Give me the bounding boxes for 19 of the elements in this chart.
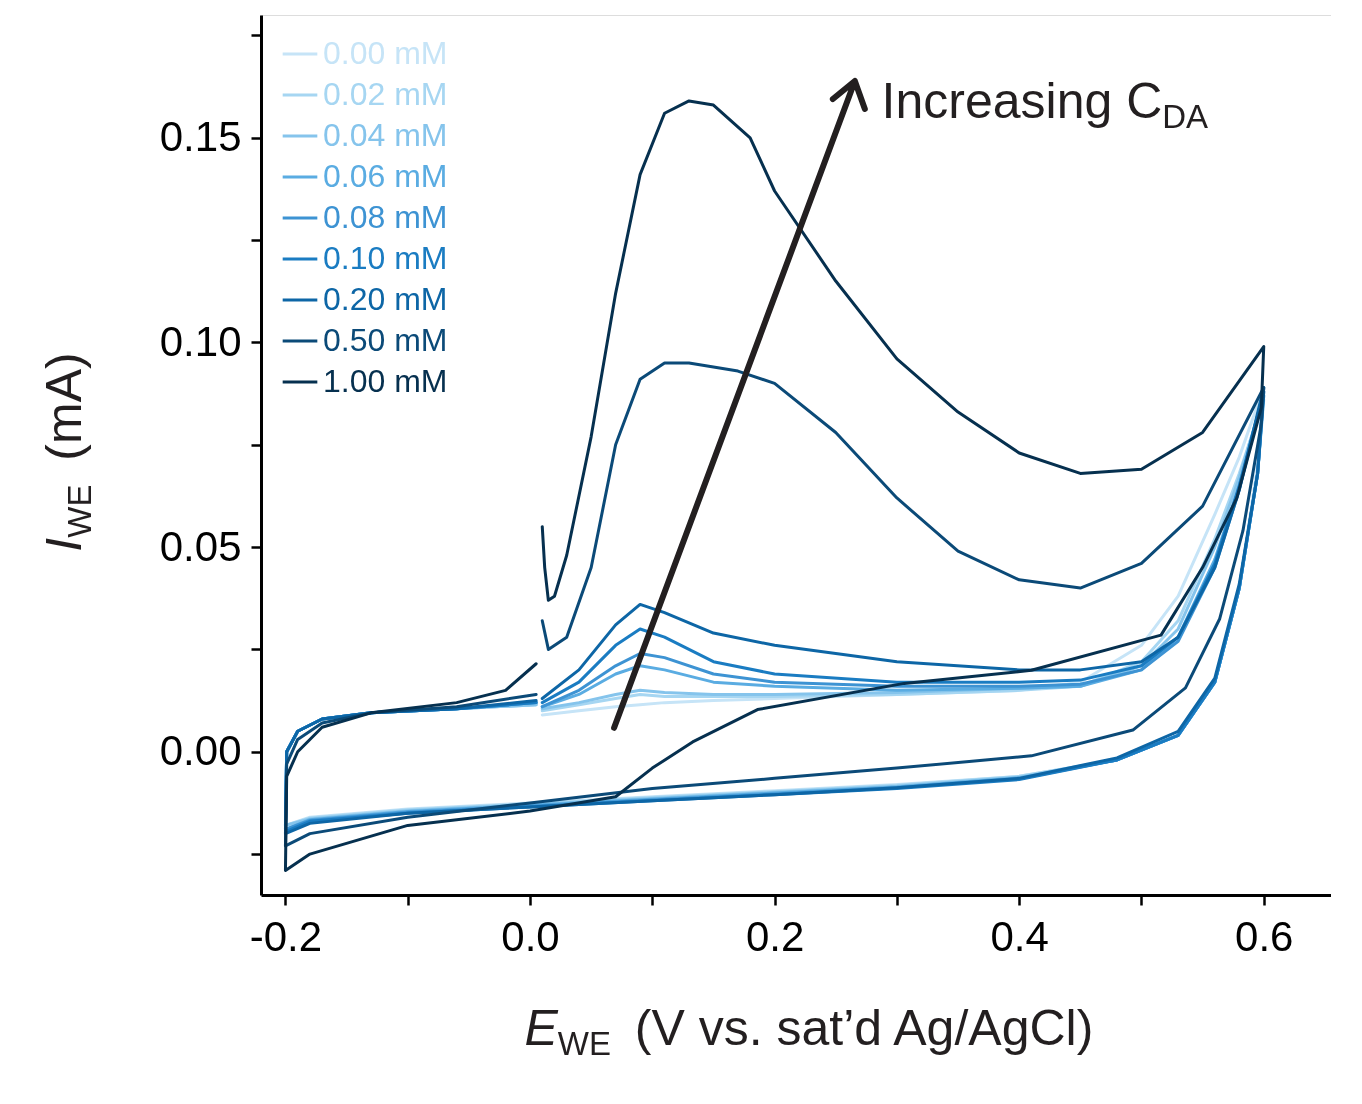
legend-label: 1.00 mM xyxy=(323,363,448,399)
y-tick-label: 0.05 xyxy=(159,522,242,570)
legend-label: 0.50 mM xyxy=(323,322,448,358)
x-tick-label: 0.0 xyxy=(501,912,560,960)
legend-label: 0.04 mM xyxy=(323,117,448,153)
y-tick-label: 0.10 xyxy=(159,317,242,365)
legend-label: 0.08 mM xyxy=(323,199,448,235)
x-tick-label: 0.2 xyxy=(745,912,805,960)
legend-label: 0.20 mM xyxy=(323,281,448,317)
y-axis-title: IWE (mA) xyxy=(36,352,98,552)
x-tick-label: 0.4 xyxy=(990,912,1049,960)
x-tick-label: 0.6 xyxy=(1235,912,1294,960)
legend-label: 0.02 mM xyxy=(323,76,448,112)
x-tick-label: -0.2 xyxy=(249,912,323,960)
legend-label: 0.10 mM xyxy=(323,240,448,276)
legend-label: 0.00 mM xyxy=(323,35,448,71)
legend-label: 0.06 mM xyxy=(323,158,448,194)
y-tick-label: 0.00 xyxy=(159,727,242,775)
y-tick-label: 0.15 xyxy=(159,113,242,161)
